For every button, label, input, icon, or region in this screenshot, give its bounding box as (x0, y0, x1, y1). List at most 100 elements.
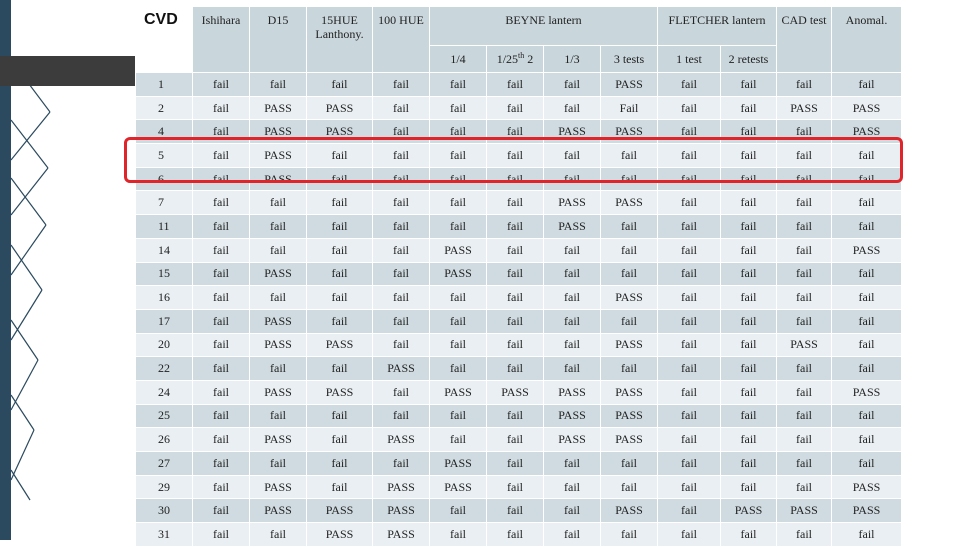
row-id-cell: 11 (135, 214, 193, 239)
result-cell: fail (429, 119, 487, 145)
result-cell: fail (486, 95, 544, 121)
result-cell: PASS (831, 95, 903, 121)
result-cell: fail (657, 332, 721, 358)
result-cell: fail (192, 237, 250, 263)
result-cell: fail (192, 95, 250, 121)
result-cell: fail (776, 451, 833, 476)
result-cell: fail (657, 143, 721, 168)
result-cell: PASS (429, 451, 487, 476)
result-cell: fail (543, 95, 601, 121)
result-cell: fail (429, 332, 487, 358)
result-cell: fail (831, 72, 903, 97)
result-cell: fail (486, 356, 544, 381)
row-id-cell: 15 (135, 261, 193, 287)
result-cell: fail (372, 379, 430, 405)
result-cell: PASS (249, 308, 307, 334)
result-cell: fail (719, 379, 778, 405)
result-cell: fail (486, 403, 544, 429)
result-cell: fail (657, 285, 721, 310)
result-cell: fail (249, 522, 307, 547)
result-cell: fail (429, 498, 487, 524)
result-cell: fail (719, 474, 778, 500)
table-row: 22 fail fail fail PASS fail fail fail fail fail fa… (135, 356, 903, 381)
result-cell: PASS (249, 166, 307, 192)
result-cell: PASS (372, 427, 430, 452)
result-cell: fail (372, 119, 430, 145)
result-cell: fail (192, 166, 250, 192)
row-id-cell: 29 (135, 474, 193, 500)
result-cell: fail (372, 72, 430, 97)
result-cell: fail (192, 332, 250, 358)
result-cell: fail (192, 143, 250, 168)
result-cell: PASS (831, 379, 903, 405)
result-cell: fail (306, 190, 373, 216)
result-cell: PASS (429, 237, 487, 263)
result-cell: Fail (600, 95, 658, 121)
result-cell: fail (776, 237, 833, 263)
table-row: 31 fail fail PASS PASS fail fail fail fail fail fa… (135, 522, 903, 547)
result-cell: PASS (543, 119, 601, 145)
table-row: 5 fail PASS fail fail fail fail fail fail fail fai… (135, 143, 903, 168)
result-cell: fail (306, 285, 373, 310)
result-cell: PASS (249, 261, 307, 287)
result-cell: fail (657, 214, 721, 239)
result-cell: fail (192, 522, 250, 547)
result-cell: fail (657, 95, 721, 121)
result-cell: PASS (719, 498, 778, 524)
table-row: 7 fail fail fail fail fail fail PASS PASS fail fai… (135, 190, 903, 216)
result-cell: fail (429, 143, 487, 168)
header-fletcher-1-test: 1 test (657, 45, 721, 73)
result-cell: fail (543, 522, 601, 547)
result-cell: fail (486, 285, 544, 310)
result-cell: fail (306, 72, 373, 97)
decorative-arrow-lines (10, 59, 51, 501)
result-cell: fail (776, 427, 833, 452)
result-cell: fail (249, 285, 307, 310)
result-cell: PASS (249, 332, 307, 358)
row-id-cell: 26 (135, 427, 193, 452)
result-cell: fail (372, 166, 430, 192)
result-cell: PASS (543, 427, 601, 452)
result-cell: fail (486, 498, 544, 524)
result-cell: fail (719, 119, 778, 145)
result-cell: fail (249, 237, 307, 263)
result-cell: fail (776, 474, 833, 500)
result-cell: fail (429, 166, 487, 192)
result-cell: fail (600, 166, 658, 192)
result-cell: fail (600, 308, 658, 334)
result-cell: PASS (306, 332, 373, 358)
result-cell: fail (831, 214, 903, 239)
result-cell: fail (429, 72, 487, 97)
table-row: 26 fail PASS fail PASS fail fail PASS PASS fail fa… (135, 427, 903, 452)
result-cell: fail (831, 451, 903, 476)
result-cell: fail (372, 261, 430, 287)
result-cell: PASS (831, 498, 903, 524)
result-cell: fail (306, 166, 373, 192)
result-cell: fail (486, 119, 544, 145)
result-cell: fail (657, 403, 721, 429)
header-beyne-1-4: 1/4 (429, 45, 487, 73)
result-cell: fail (719, 522, 778, 547)
result-cell: fail (306, 143, 373, 168)
result-cell: fail (429, 190, 487, 216)
result-cell: fail (192, 379, 250, 405)
table-row: 27 fail fail fail fail PASS fail fail fail fail fa… (135, 451, 903, 476)
result-cell: fail (192, 190, 250, 216)
table-row: 14 fail fail fail fail PASS fail fail fail fail fa… (135, 237, 903, 263)
result-cell: fail (831, 356, 903, 381)
result-cell: fail (719, 308, 778, 334)
result-cell: fail (543, 261, 601, 287)
result-cell: fail (543, 237, 601, 263)
table-row: 4 fail PASS PASS fail fail fail PASS PASS fail fai… (135, 119, 903, 145)
result-cell: fail (657, 119, 721, 145)
result-cell: fail (429, 522, 487, 547)
row-id-cell: 31 (135, 522, 193, 547)
result-cell: fail (486, 166, 544, 192)
result-cell: fail (249, 403, 307, 429)
header-15hue: 15HUE Lanthony. (306, 6, 373, 73)
result-cell: fail (657, 379, 721, 405)
result-cell: PASS (249, 474, 307, 500)
result-cell: fail (486, 190, 544, 216)
result-cell: fail (306, 451, 373, 476)
result-cell: PASS (249, 143, 307, 168)
